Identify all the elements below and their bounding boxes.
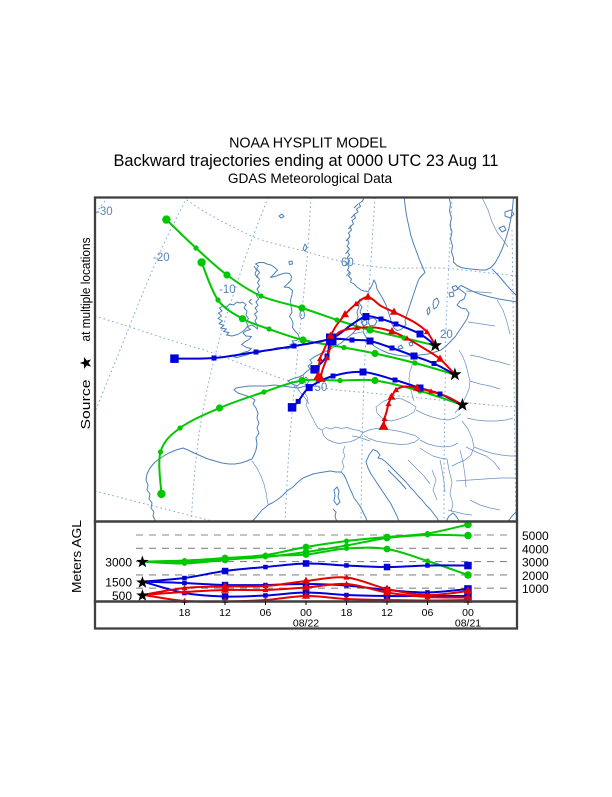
- svg-text:-10: -10: [219, 284, 236, 296]
- svg-text:2000: 2000: [522, 569, 549, 583]
- svg-text:06: 06: [260, 607, 272, 619]
- svg-text:00: 00: [300, 607, 312, 619]
- svg-text:4000: 4000: [522, 542, 549, 556]
- svg-text:18: 18: [341, 607, 353, 619]
- svg-text:-30: -30: [96, 206, 113, 218]
- svg-text:06: 06: [422, 607, 434, 619]
- svg-text:NOAA HYSPLIT MODEL: NOAA HYSPLIT MODEL: [229, 136, 387, 152]
- svg-text:12: 12: [381, 607, 393, 619]
- svg-text:3000: 3000: [105, 556, 132, 570]
- svg-text:3000: 3000: [522, 556, 549, 570]
- svg-text:GDAS Meteorological Data: GDAS Meteorological Data: [228, 171, 393, 186]
- svg-text:00: 00: [462, 607, 474, 619]
- svg-text:Meters AGL: Meters AGL: [69, 520, 84, 593]
- svg-text:5000: 5000: [522, 529, 549, 543]
- svg-text:0: 0: [299, 310, 305, 322]
- svg-text:500: 500: [112, 589, 132, 603]
- svg-text:20: 20: [440, 329, 453, 341]
- svg-text:at multiple locations: at multiple locations: [78, 237, 93, 341]
- svg-text:1000: 1000: [522, 582, 549, 596]
- svg-text:-20: -20: [153, 252, 170, 264]
- svg-text:1500: 1500: [105, 576, 132, 590]
- svg-text:60: 60: [341, 257, 354, 269]
- svg-text:12: 12: [219, 607, 231, 619]
- svg-text:08/21: 08/21: [455, 618, 481, 630]
- svg-text:Source: Source: [78, 380, 93, 430]
- svg-text:18: 18: [179, 607, 191, 619]
- svg-text:50: 50: [315, 382, 328, 394]
- svg-text:08/22: 08/22: [293, 618, 319, 630]
- svg-text:Backward trajectories ending a: Backward trajectories ending at 0000 UTC…: [113, 152, 498, 170]
